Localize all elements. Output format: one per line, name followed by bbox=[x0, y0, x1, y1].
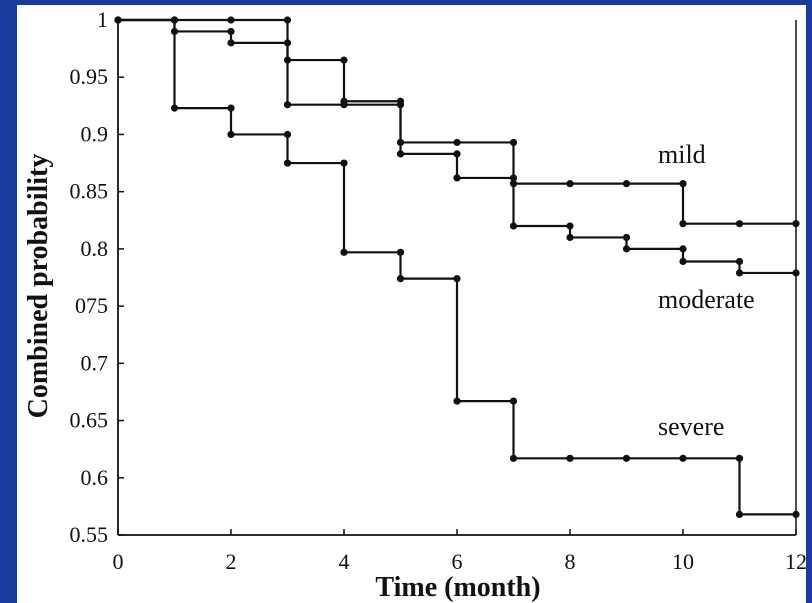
data-point bbox=[283, 39, 292, 47]
data-point bbox=[453, 138, 461, 147]
data-point bbox=[227, 104, 235, 112]
data-point bbox=[227, 16, 235, 24]
y-tick-label: 0.65 bbox=[70, 408, 109, 433]
x-tick-label: 12 bbox=[785, 549, 807, 574]
data-point bbox=[566, 233, 574, 242]
series-group bbox=[114, 16, 800, 518]
data-point bbox=[792, 269, 800, 277]
data-point bbox=[509, 138, 518, 147]
data-point bbox=[170, 16, 179, 24]
data-point bbox=[622, 454, 631, 462]
x-tick-label: 8 bbox=[565, 549, 576, 574]
data-point bbox=[679, 220, 687, 228]
data-point bbox=[396, 275, 405, 283]
data-point bbox=[453, 397, 461, 405]
data-point bbox=[340, 248, 348, 256]
series-mild bbox=[114, 16, 800, 228]
y-axis-title: Combined probability bbox=[23, 154, 54, 419]
data-point bbox=[735, 220, 744, 228]
y-tick-label: 0.85 bbox=[70, 179, 109, 204]
data-point bbox=[735, 510, 744, 518]
series-severe bbox=[114, 16, 800, 518]
series-label-severe: severe bbox=[658, 412, 724, 441]
data-point bbox=[566, 222, 574, 230]
data-point bbox=[396, 150, 405, 158]
x-tick-label: 4 bbox=[339, 549, 350, 574]
slide-panel bbox=[17, 5, 806, 603]
data-point bbox=[679, 245, 687, 253]
y-tick-label: 0.8 bbox=[81, 236, 109, 261]
data-point bbox=[509, 174, 518, 182]
x-tick-label: 10 bbox=[672, 549, 694, 574]
y-tick-label: 0.9 bbox=[81, 121, 109, 146]
data-point bbox=[227, 39, 235, 47]
data-point bbox=[792, 220, 800, 228]
y-tick-label: 075 bbox=[75, 293, 108, 318]
data-point bbox=[566, 454, 574, 462]
series-label-moderate: moderate bbox=[658, 285, 755, 314]
series-label-mild: mild bbox=[658, 140, 706, 169]
data-point bbox=[735, 269, 744, 277]
data-point bbox=[227, 130, 235, 139]
data-point bbox=[283, 16, 292, 24]
data-point bbox=[622, 180, 631, 188]
data-point bbox=[340, 101, 348, 109]
x-tick-label: 2 bbox=[226, 549, 237, 574]
data-point bbox=[735, 257, 744, 266]
data-point bbox=[453, 174, 461, 182]
data-point bbox=[679, 454, 687, 462]
data-point bbox=[735, 454, 744, 462]
data-point bbox=[283, 130, 292, 139]
x-tick-label: 0 bbox=[113, 549, 124, 574]
data-point bbox=[396, 248, 405, 256]
data-point bbox=[622, 233, 631, 242]
data-point bbox=[340, 159, 348, 167]
data-point bbox=[396, 101, 405, 109]
x-tick-label: 6 bbox=[452, 549, 463, 574]
y-tick-label: 1 bbox=[97, 7, 108, 32]
data-point bbox=[170, 104, 179, 112]
data-point bbox=[509, 454, 518, 462]
x-axis-title: Time (month) bbox=[375, 572, 540, 603]
y-tick-label: 0.6 bbox=[81, 465, 109, 490]
data-point bbox=[453, 275, 461, 283]
y-tick-label: 0.7 bbox=[81, 350, 109, 375]
data-point bbox=[453, 150, 461, 158]
data-point bbox=[340, 56, 348, 64]
data-point bbox=[679, 180, 687, 188]
y-tick-label: 0.95 bbox=[70, 64, 109, 89]
data-point bbox=[566, 180, 574, 188]
data-point bbox=[509, 222, 518, 230]
series-line-mild bbox=[118, 18, 796, 225]
data-point bbox=[283, 159, 292, 167]
data-point bbox=[679, 257, 687, 266]
data-point bbox=[114, 16, 122, 24]
data-point bbox=[227, 27, 235, 36]
y-tick-label: 0.55 bbox=[70, 522, 109, 547]
data-point bbox=[283, 101, 292, 109]
data-point bbox=[509, 397, 518, 405]
data-point bbox=[622, 245, 631, 253]
data-point bbox=[792, 510, 800, 518]
